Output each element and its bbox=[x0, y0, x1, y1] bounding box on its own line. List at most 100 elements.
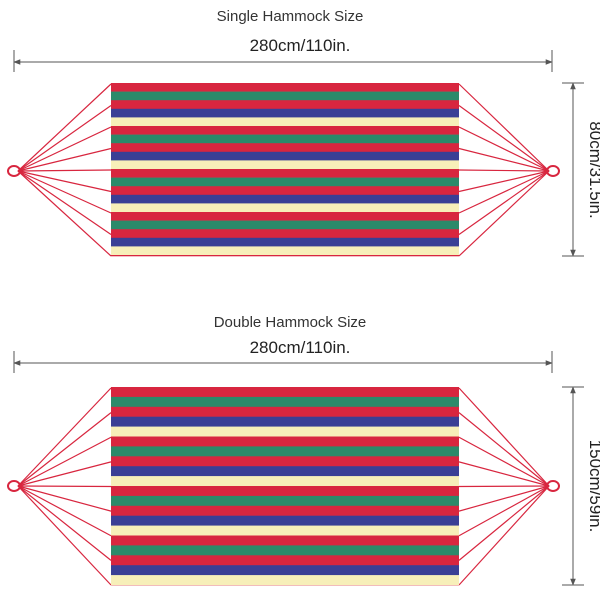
single-length-label: 280cm/110in. bbox=[249, 36, 351, 55]
single-left-rope bbox=[17, 169, 112, 172]
single-stripe bbox=[111, 100, 459, 110]
double-left-ropes bbox=[17, 387, 112, 586]
single-width-label: 80cm/31.5in. bbox=[586, 121, 600, 219]
single-stripe bbox=[111, 177, 459, 187]
double-hammock bbox=[7, 351, 584, 586]
single-right-ropes bbox=[458, 83, 550, 257]
double-left-ring-icon bbox=[7, 480, 21, 492]
double-right-ring-icon bbox=[546, 480, 560, 492]
double-left-rope bbox=[17, 485, 112, 537]
single-right-rope bbox=[458, 169, 550, 172]
double-left-rope bbox=[17, 387, 112, 487]
double-stripe bbox=[111, 466, 459, 477]
single-stripe bbox=[111, 237, 459, 247]
single-length-dimension-line bbox=[13, 50, 553, 72]
double-stripe bbox=[111, 575, 459, 586]
double-left-rope bbox=[17, 461, 112, 487]
double-stripe bbox=[111, 525, 459, 536]
double-hammock-bed bbox=[111, 387, 459, 586]
double-right-rope bbox=[458, 412, 550, 487]
double-right-ropes bbox=[458, 387, 550, 586]
single-left-rope bbox=[17, 170, 112, 257]
double-width-dimension-line bbox=[562, 386, 584, 586]
double-stripe bbox=[111, 446, 459, 457]
single-right-rope bbox=[458, 83, 550, 172]
single-right-ring-icon bbox=[546, 165, 560, 177]
single-width-dimension-line bbox=[562, 82, 584, 257]
single-stripe bbox=[111, 186, 459, 196]
single-stripe bbox=[111, 229, 459, 239]
double-hammock-title: Double Hammock Size bbox=[213, 314, 367, 331]
double-stripe bbox=[111, 565, 459, 576]
double-right-rope bbox=[458, 485, 550, 488]
single-left-rope bbox=[17, 105, 112, 172]
single-stripe bbox=[111, 255, 459, 257]
double-right-rope bbox=[458, 485, 550, 561]
single-right-rope bbox=[458, 147, 550, 172]
double-left-rope bbox=[17, 436, 112, 487]
double-left-rope bbox=[17, 485, 112, 561]
single-left-ring-icon bbox=[7, 165, 21, 177]
double-right-rope bbox=[458, 436, 550, 487]
single-hammock-bed bbox=[111, 83, 459, 257]
single-right-rope bbox=[458, 170, 550, 257]
single-hammock-title: Single Hammock Size bbox=[216, 8, 364, 25]
double-stripe bbox=[111, 426, 459, 437]
double-stripe bbox=[111, 387, 459, 398]
double-right-rope bbox=[458, 485, 550, 537]
double-right-rope bbox=[458, 461, 550, 487]
single-left-rope bbox=[17, 126, 112, 172]
single-stripe bbox=[111, 143, 459, 153]
single-stripe bbox=[111, 203, 459, 213]
double-right-rope bbox=[458, 387, 550, 487]
double-stripe bbox=[111, 535, 459, 546]
double-stripe bbox=[111, 505, 459, 516]
double-stripe bbox=[111, 416, 459, 427]
double-stripe bbox=[111, 486, 459, 497]
double-stripe bbox=[111, 456, 459, 467]
single-right-rope bbox=[458, 126, 550, 172]
double-left-rope bbox=[17, 412, 112, 487]
single-left-rope bbox=[17, 83, 112, 172]
single-left-ropes bbox=[17, 83, 112, 257]
single-stripe bbox=[111, 108, 459, 118]
single-right-rope bbox=[458, 170, 550, 193]
single-stripe bbox=[111, 126, 459, 135]
double-left-rope bbox=[17, 485, 112, 586]
single-stripe bbox=[111, 194, 459, 204]
double-stripe bbox=[111, 515, 459, 526]
single-stripe bbox=[111, 151, 459, 161]
single-left-rope bbox=[17, 170, 112, 235]
double-stripe bbox=[111, 436, 459, 447]
single-right-rope bbox=[458, 170, 550, 235]
single-stripe bbox=[111, 160, 459, 170]
single-right-rope bbox=[458, 170, 550, 214]
double-stripe bbox=[111, 406, 459, 417]
double-length-dimension-line bbox=[13, 351, 553, 373]
double-stripe bbox=[111, 495, 459, 507]
single-left-rope bbox=[17, 170, 112, 193]
single-stripe bbox=[111, 91, 459, 101]
double-right-rope bbox=[458, 485, 550, 586]
double-width-label: 150cm/59in. bbox=[586, 439, 600, 533]
single-right-rope bbox=[458, 105, 550, 172]
double-stripe bbox=[111, 396, 459, 408]
single-hammock bbox=[7, 50, 584, 257]
single-left-rope bbox=[17, 170, 112, 214]
single-stripe bbox=[111, 220, 459, 230]
single-stripe bbox=[111, 212, 459, 221]
single-stripe bbox=[111, 134, 459, 144]
double-stripe bbox=[111, 545, 459, 556]
double-stripe bbox=[111, 476, 459, 487]
double-left-rope bbox=[17, 485, 112, 512]
single-stripe bbox=[111, 169, 459, 178]
double-length-label: 280cm/110in. bbox=[249, 338, 351, 357]
double-stripe bbox=[111, 555, 459, 566]
double-right-rope bbox=[458, 485, 550, 512]
single-left-rope bbox=[17, 147, 112, 172]
single-stripe bbox=[111, 117, 459, 127]
double-left-rope bbox=[17, 485, 112, 488]
single-stripe bbox=[111, 246, 459, 256]
single-stripe bbox=[111, 83, 459, 92]
